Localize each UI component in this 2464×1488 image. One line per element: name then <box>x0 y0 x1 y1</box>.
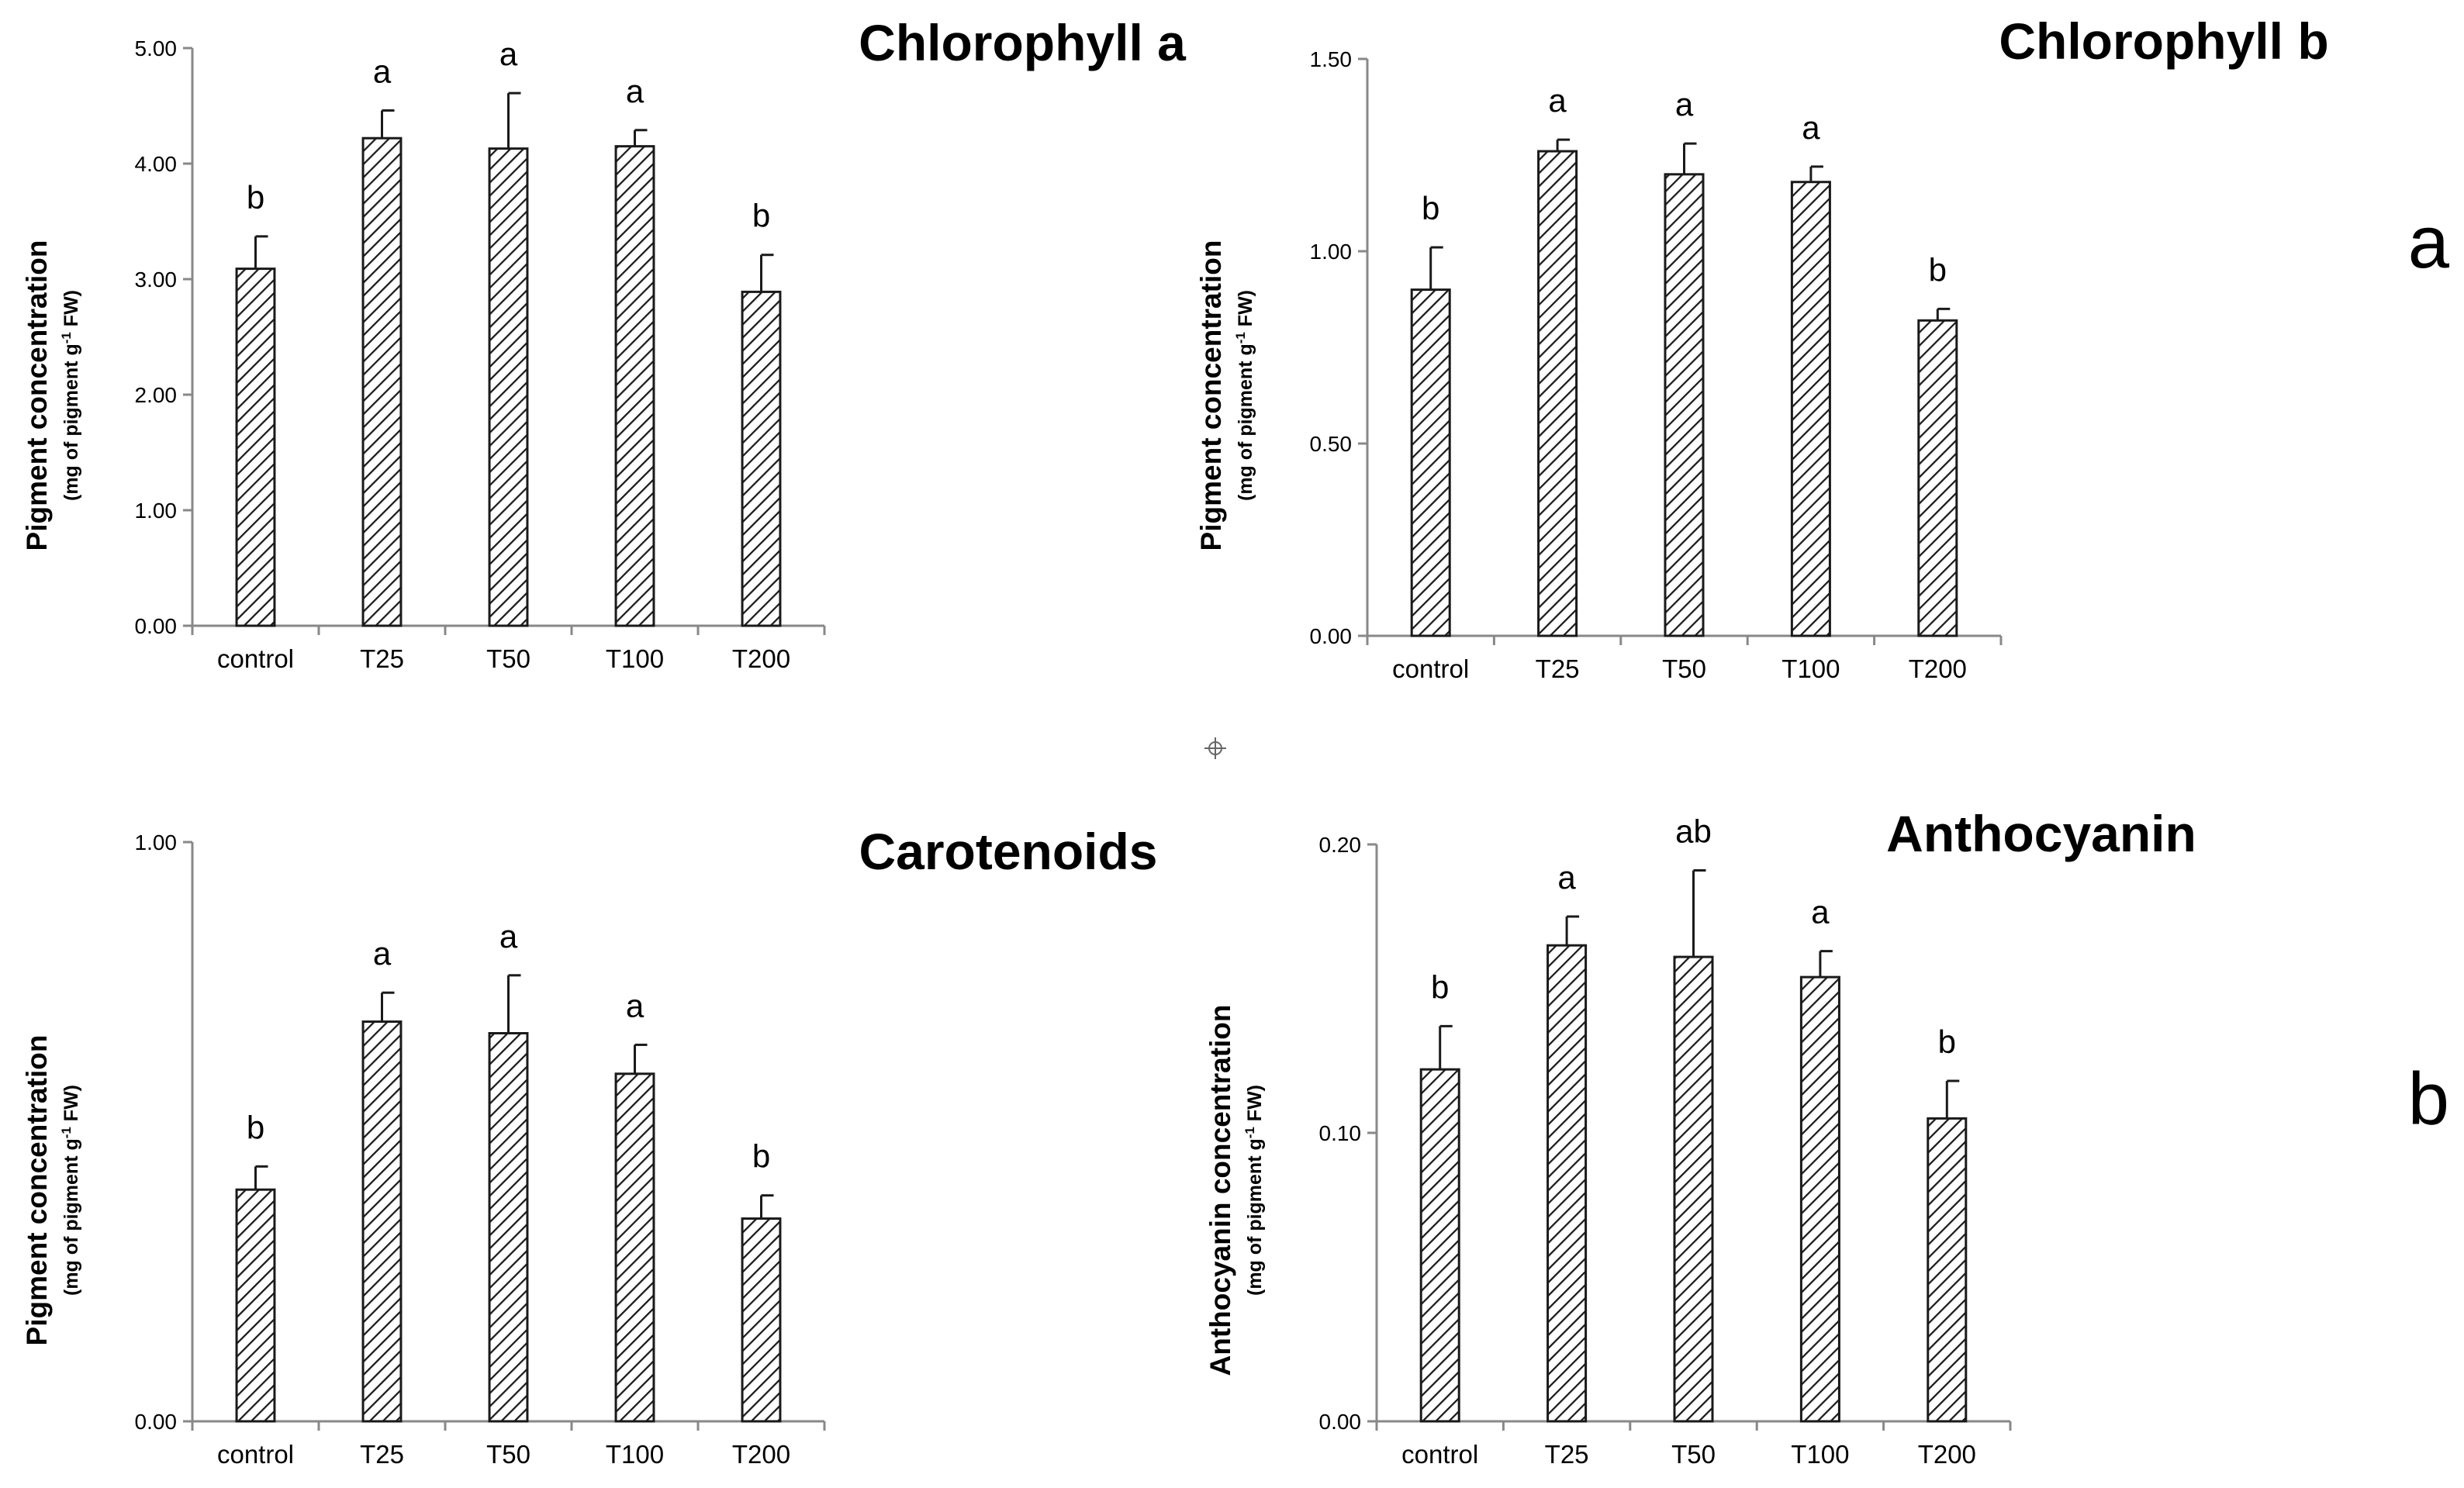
significance-label: b <box>247 1109 264 1145</box>
significance-label: a <box>1548 82 1567 119</box>
bar-T100 <box>1799 975 1840 1423</box>
x-tick-label: T200 <box>1918 1440 1976 1469</box>
y-tick-label: 1.00 <box>135 830 178 854</box>
x-tick-label: T100 <box>1781 654 1840 683</box>
bar-control <box>235 1188 276 1423</box>
x-tick-label: T50 <box>1671 1440 1716 1469</box>
significance-label: a <box>1675 86 1694 123</box>
significance-label: a <box>499 918 518 955</box>
y-tick-label: 1.00 <box>1310 240 1353 264</box>
x-tick-label: T100 <box>1791 1440 1849 1469</box>
x-tick-label: control <box>1401 1440 1478 1469</box>
significance-label: a <box>499 36 518 72</box>
significance-label: a <box>626 987 645 1024</box>
bar-T25 <box>361 136 403 627</box>
significance-label: a <box>1811 894 1830 930</box>
x-tick-label: T25 <box>1536 654 1580 683</box>
bar-T100 <box>614 145 655 627</box>
x-tick-label: T50 <box>486 1440 530 1469</box>
bar-T50 <box>488 147 529 627</box>
chart-2: 0.00 0.50 1.00 1.50 b control a T25 a T50 a T100 b T2… <box>1195 12 2329 683</box>
x-tick-label: control <box>1392 654 1469 683</box>
y-tick-label: 0.20 <box>1319 833 1362 857</box>
bar-T100 <box>614 1072 655 1423</box>
crosshair-icon <box>1204 737 1226 759</box>
x-tick-label: T200 <box>1909 654 1967 683</box>
y-tick-label: 0.00 <box>135 1410 178 1434</box>
y-tick-label: 0.00 <box>135 614 178 638</box>
bar-T50 <box>1664 173 1705 637</box>
panel-label-a: a <box>2408 201 2450 284</box>
y-tick-label: 0.50 <box>1310 432 1353 456</box>
y-tick-label: 5.00 <box>135 36 178 60</box>
bar-control <box>1419 1068 1460 1423</box>
y-axis-label: Pigment concentration <box>21 1035 53 1346</box>
y-tick-label: 1.00 <box>135 499 178 523</box>
y-axis-label: Pigment concentration <box>21 240 53 551</box>
x-tick-label: T50 <box>1662 654 1706 683</box>
bar-T25 <box>1537 150 1578 637</box>
bar-T25 <box>1546 944 1588 1423</box>
x-tick-label: T100 <box>606 1440 664 1469</box>
y-tick-label: 1.50 <box>1310 47 1353 71</box>
significance-label: a <box>1802 109 1820 146</box>
y-axis-unit-label: (mg of pigment g-1 FW) <box>59 290 82 501</box>
significance-label: a <box>373 53 392 89</box>
y-axis-label: Pigment concentration <box>1195 240 1227 551</box>
significance-label: b <box>1431 968 1449 1005</box>
x-tick-label: control <box>217 644 294 673</box>
significance-label: b <box>752 1138 770 1175</box>
bar-T50 <box>1673 955 1714 1423</box>
x-tick-label: T25 <box>360 644 404 673</box>
x-tick-label: T25 <box>360 1440 404 1469</box>
bar-control <box>235 268 276 627</box>
bar-T200 <box>741 1217 782 1423</box>
y-axis-unit-label: (mg of pigment g-1 FW) <box>1242 1085 1266 1296</box>
y-tick-label: 3.00 <box>135 268 178 292</box>
y-tick-label: 2.00 <box>135 383 178 407</box>
significance-label: a <box>373 935 392 972</box>
y-tick-label: 4.00 <box>135 152 178 176</box>
bar-T200 <box>741 290 782 627</box>
significance-label: a <box>1557 859 1576 896</box>
bar-control <box>1410 288 1451 637</box>
bar-T25 <box>361 1020 403 1423</box>
y-axis-label: Anthocyanin concentration <box>1204 1005 1236 1376</box>
significance-label: b <box>247 179 264 216</box>
y-axis-unit-label: (mg of pigment g-1 FW) <box>59 1085 82 1296</box>
chart-4: 0.00 0.10 0.20 b control a T25 ab T50 a T100 b T200 A… <box>1204 805 2196 1469</box>
significance-label: b <box>1422 190 1439 226</box>
bar-T200 <box>1917 319 1958 637</box>
significance-label: b <box>752 198 770 234</box>
chart-3: 0.00 1.00 b control a T25 a T50 a T100 b T200 Carote… <box>21 823 1158 1469</box>
bar-T200 <box>1927 1117 1968 1423</box>
significance-label: ab <box>1675 813 1712 849</box>
significance-label: b <box>1929 251 1947 288</box>
x-tick-label: T25 <box>1545 1440 1589 1469</box>
y-tick-label: 0.00 <box>1310 624 1353 648</box>
bar-T50 <box>488 1032 529 1423</box>
x-tick-label: T50 <box>486 644 530 673</box>
chart-title: Carotenoids <box>859 823 1157 880</box>
chart-title: Chlorophyll b <box>1999 12 2328 70</box>
x-tick-label: T200 <box>732 1440 790 1469</box>
significance-label: b <box>1938 1024 1956 1060</box>
bar-T100 <box>1790 181 1831 637</box>
y-axis-unit-label: (mg of pigment g-1 FW) <box>1233 290 1256 501</box>
panel-label-b: b <box>2408 1058 2449 1141</box>
chart-title: Anthocyanin <box>1886 805 2196 862</box>
x-tick-label: T100 <box>606 644 664 673</box>
chart-title: Chlorophyll a <box>859 14 1187 71</box>
y-tick-label: 0.00 <box>1319 1410 1362 1434</box>
x-tick-label: control <box>217 1440 294 1469</box>
chart-1: 0.00 1.00 2.00 3.00 4.00 5.00 b control a T25 a T50… <box>21 14 1187 673</box>
x-tick-label: T200 <box>732 644 790 673</box>
y-tick-label: 0.10 <box>1319 1121 1362 1145</box>
significance-label: a <box>626 73 645 109</box>
